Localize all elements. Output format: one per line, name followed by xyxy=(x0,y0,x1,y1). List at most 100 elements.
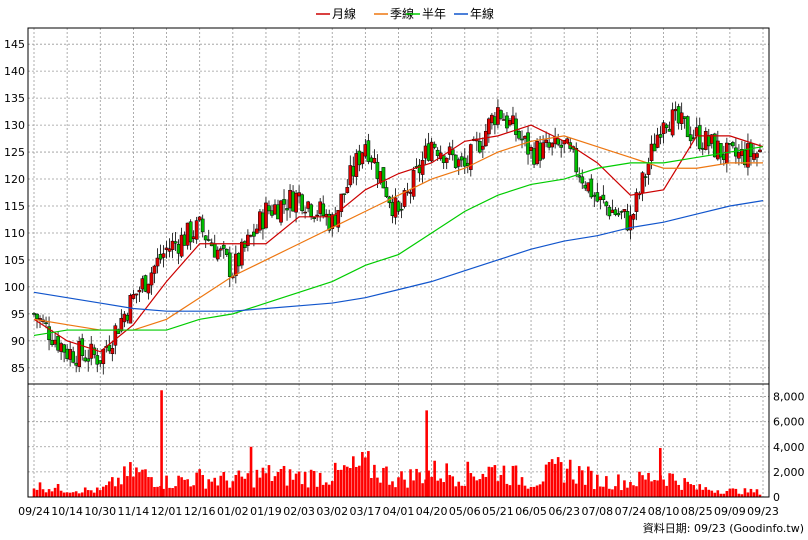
candle-body xyxy=(119,318,124,332)
volume-bar xyxy=(264,473,268,497)
candle-body xyxy=(544,139,548,143)
x-tick-label: 04/01 xyxy=(383,505,415,518)
volume-bar xyxy=(104,485,108,497)
price-y-tick-label: 110 xyxy=(4,227,25,240)
volume-bar xyxy=(439,478,442,497)
volume-bar xyxy=(32,488,36,497)
candle-body xyxy=(646,163,651,175)
volume-bar xyxy=(586,466,590,497)
candle-body xyxy=(384,187,389,197)
candle-body xyxy=(357,150,362,166)
legend-item-quarterly: 季線 xyxy=(374,6,414,21)
volume-bar xyxy=(303,471,307,497)
volume-bar xyxy=(147,477,150,497)
candle-body xyxy=(288,189,292,209)
volume-bar xyxy=(291,479,295,497)
volume-bar xyxy=(710,490,714,497)
candle-body xyxy=(215,249,220,260)
volume-bar xyxy=(222,472,226,497)
legend-item-yearly: 年線 xyxy=(454,6,494,21)
candle-body xyxy=(538,142,542,161)
candle-body xyxy=(574,148,579,173)
volume-bar xyxy=(135,467,138,497)
candle-body xyxy=(128,295,133,324)
volume-bar xyxy=(629,481,632,497)
volume-bar xyxy=(656,480,659,497)
volume-bar xyxy=(237,470,241,497)
volume-bar xyxy=(620,490,623,497)
candle-body xyxy=(233,253,238,277)
volume-bar xyxy=(701,489,705,497)
volume-bar xyxy=(345,466,349,497)
volume-bar xyxy=(481,473,485,497)
volume-bar xyxy=(668,473,671,497)
candle-body xyxy=(426,143,431,161)
volume-bar xyxy=(448,475,452,497)
volume-bar xyxy=(523,485,527,497)
volume-bar xyxy=(517,484,521,497)
candle-body xyxy=(465,162,470,166)
volume-bar xyxy=(755,489,759,497)
volume-bar xyxy=(174,486,177,497)
volume-bar xyxy=(273,476,277,497)
volume-bar xyxy=(165,475,168,497)
candle-body xyxy=(363,144,368,157)
price-y-tick-label: 85 xyxy=(11,362,25,375)
candle-body xyxy=(616,213,621,216)
volume-bar xyxy=(577,466,581,497)
volume-bar xyxy=(716,490,720,497)
candle-body xyxy=(640,172,645,194)
candle-body xyxy=(321,203,326,217)
volume-bar xyxy=(746,492,750,497)
candle-body xyxy=(285,208,289,211)
candle-body xyxy=(520,138,524,141)
volume-bar xyxy=(451,476,455,497)
candle-body xyxy=(89,343,94,359)
candle-body xyxy=(703,131,708,150)
volume-bar xyxy=(285,485,289,497)
candle-body xyxy=(227,252,232,277)
volume-y-tick-label: 2,000 xyxy=(773,466,805,479)
candle-body xyxy=(595,192,600,202)
volume-bar xyxy=(255,469,259,497)
volume-bar xyxy=(35,489,39,497)
volume-bar xyxy=(574,483,578,497)
volume-bar xyxy=(246,473,250,497)
candle-body xyxy=(676,106,681,124)
volume-bar xyxy=(743,488,747,497)
candle-body xyxy=(246,234,250,246)
candle-body xyxy=(429,141,434,162)
volume-bar xyxy=(400,471,403,497)
volume-bar xyxy=(132,476,135,497)
volume-bar xyxy=(364,457,367,497)
volume-bar xyxy=(758,494,762,497)
volume-bar xyxy=(306,487,310,497)
x-tick-label: 09/09 xyxy=(714,505,746,518)
legend-item-halfyear: 半年 xyxy=(406,7,446,21)
volume-bar xyxy=(267,465,271,497)
candle-body xyxy=(221,244,226,249)
volume-y-tick-label: 4,000 xyxy=(773,441,805,454)
candle-body xyxy=(83,357,88,362)
volume-bar xyxy=(189,486,192,497)
candle-body xyxy=(444,157,449,163)
volume-bar xyxy=(559,462,563,497)
volume-bar xyxy=(382,467,385,497)
legend-label-halfyear: 半年 xyxy=(422,7,446,21)
candle-body xyxy=(110,348,115,355)
volume-bar xyxy=(731,488,735,497)
candle-body xyxy=(224,248,229,255)
volume-bar xyxy=(608,488,611,497)
volume-bar xyxy=(204,488,208,497)
volume-bar xyxy=(737,493,741,497)
volume-bar xyxy=(391,481,394,497)
candle-body xyxy=(715,140,720,160)
candle-body xyxy=(378,171,383,183)
volume-bar xyxy=(463,485,467,497)
candle-body xyxy=(721,154,726,160)
candle-body xyxy=(480,145,485,150)
volume-bar xyxy=(333,462,337,497)
volume-bar xyxy=(544,464,548,497)
source-note: 資料日期: 09/23 (Goodinfo.tw) xyxy=(643,521,804,535)
volume-bar xyxy=(650,481,653,497)
